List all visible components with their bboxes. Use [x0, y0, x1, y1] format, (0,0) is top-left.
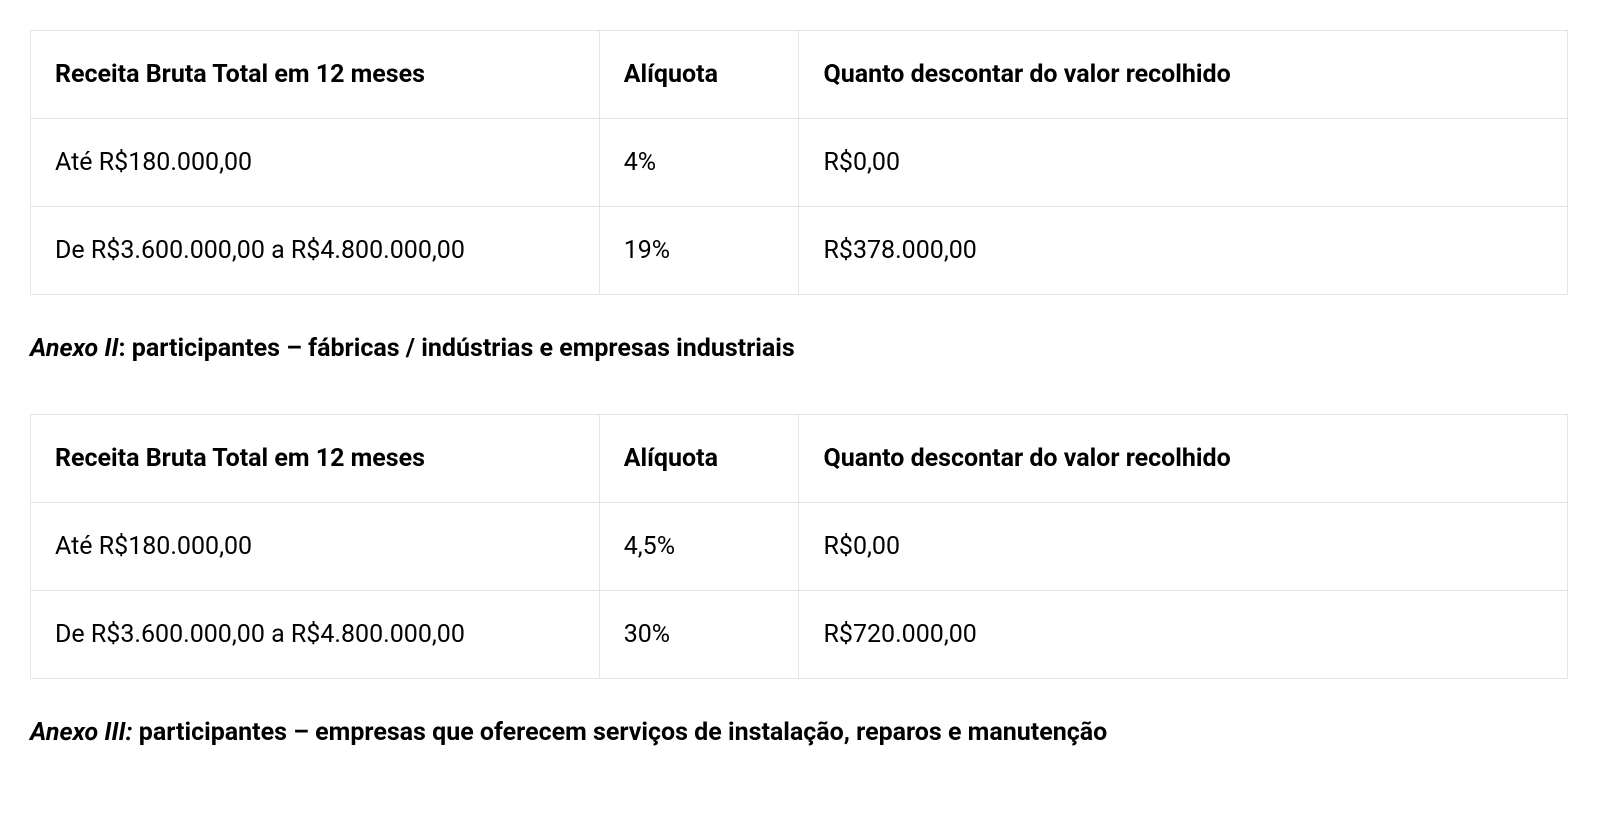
cell-aliquota: 4%: [599, 119, 799, 207]
header-receita: Receita Bruta Total em 12 meses: [31, 31, 600, 119]
annex-3-heading: Anexo III: participantes – empresas que …: [30, 715, 1568, 750]
header-desconto: Quanto descontar do valor recolhido: [799, 415, 1568, 503]
annex-2-desc: : participantes – fábricas / indústrias …: [119, 334, 795, 363]
annex-3-desc: participantes – empresas que oferecem se…: [133, 718, 1108, 747]
cell-aliquota: 19%: [599, 207, 799, 295]
header-receita: Receita Bruta Total em 12 meses: [31, 415, 600, 503]
annex-3-label: Anexo III:: [30, 718, 133, 747]
tax-table-2: Receita Bruta Total em 12 meses Alíquota…: [30, 414, 1568, 679]
header-desconto: Quanto descontar do valor recolhido: [799, 31, 1568, 119]
cell-receita: De R$3.600.000,00 a R$4.800.000,00: [31, 591, 600, 679]
cell-desconto: R$720.000,00: [799, 591, 1568, 679]
table-header-row: Receita Bruta Total em 12 meses Alíquota…: [31, 415, 1568, 503]
annex-2-label: Anexo II: [30, 334, 119, 363]
cell-desconto: R$0,00: [799, 119, 1568, 207]
cell-desconto: R$0,00: [799, 503, 1568, 591]
cell-receita: Até R$180.000,00: [31, 119, 600, 207]
cell-aliquota: 30%: [599, 591, 799, 679]
table-row: De R$3.600.000,00 a R$4.800.000,00 19% R…: [31, 207, 1568, 295]
cell-aliquota: 4,5%: [599, 503, 799, 591]
header-aliquota: Alíquota: [599, 415, 799, 503]
table-row: Até R$180.000,00 4,5% R$0,00: [31, 503, 1568, 591]
cell-receita: De R$3.600.000,00 a R$4.800.000,00: [31, 207, 600, 295]
table-header-row: Receita Bruta Total em 12 meses Alíquota…: [31, 31, 1568, 119]
cell-receita: Até R$180.000,00: [31, 503, 600, 591]
header-aliquota: Alíquota: [599, 31, 799, 119]
cell-desconto: R$378.000,00: [799, 207, 1568, 295]
table-row: Até R$180.000,00 4% R$0,00: [31, 119, 1568, 207]
annex-2-heading: Anexo II: participantes – fábricas / ind…: [30, 331, 1568, 366]
table-row: De R$3.600.000,00 a R$4.800.000,00 30% R…: [31, 591, 1568, 679]
tax-table-1: Receita Bruta Total em 12 meses Alíquota…: [30, 30, 1568, 295]
